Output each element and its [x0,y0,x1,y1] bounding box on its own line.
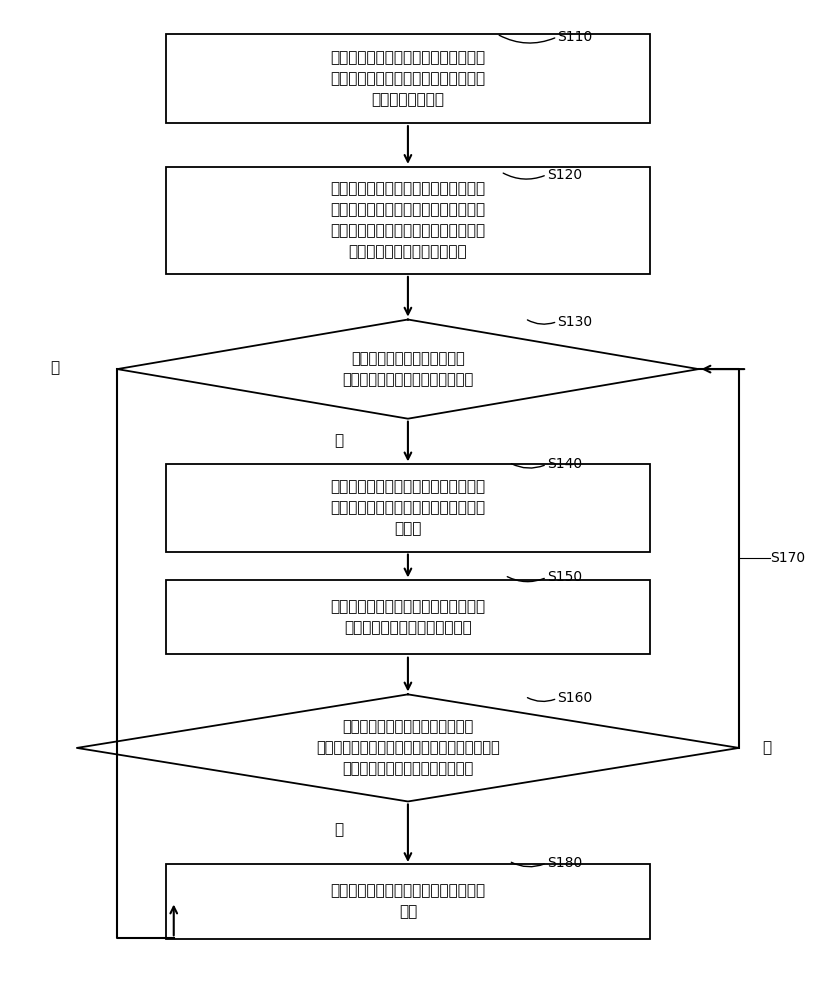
Text: 若所述登录请求验证通过，将所述登录
请求对应的客户作为已登录客户，记录
所述已登录客户的登录时长并反馈登录
成功的提示信息至所述客户端: 若所述登录请求验证通过，将所述登录 请求对应的客户作为已登录客户，记录 所述已登… [330,181,485,259]
Text: 若接收到所述客户端发送的登录请求，
根据预存的注册信息表对所述登录请求
是否通过进行验证: 若接收到所述客户端发送的登录请求， 根据预存的注册信息表对所述登录请求 是否通过… [330,50,485,107]
FancyBboxPatch shape [166,464,650,552]
Text: S110: S110 [557,30,592,44]
Text: S170: S170 [770,551,805,565]
Text: S140: S140 [546,457,582,471]
FancyBboxPatch shape [166,167,650,274]
Text: S150: S150 [546,570,582,584]
Text: 判断所述登录时长是否满足与
所述已登录客户相匹配的监督规则: 判断所述登录时长是否满足与 所述已登录客户相匹配的监督规则 [342,351,474,387]
Text: S160: S160 [557,691,592,705]
Text: 是: 是 [762,740,772,755]
Text: 否: 否 [335,822,344,837]
Text: S180: S180 [546,856,582,870]
FancyBboxPatch shape [166,864,650,939]
Text: 获取所述注册信息表中与所述已登
录客户对应的客户注册信息，并验证所述识别结
果是否与所述客户注册信息相一致: 获取所述注册信息表中与所述已登 录客户对应的客户注册信息，并验证所述识别结 果是… [316,719,500,776]
FancyBboxPatch shape [166,34,650,123]
Text: 是: 是 [335,433,344,448]
Text: 否: 否 [51,361,60,376]
Text: 根据预置的语音识别模型对所述语音片
段进行识别得到对应的识别结果: 根据预置的语音识别模型对所述语音片 段进行识别得到对应的识别结果 [330,599,485,635]
Text: S130: S130 [557,314,592,328]
Text: 反馈强制退出登录的提示信息至所述客
户端: 反馈强制退出登录的提示信息至所述客 户端 [330,884,485,920]
FancyBboxPatch shape [166,580,650,654]
Text: 根据所述登录时长及预设截取周期从所
述客户端发送的语音信息中截取得到语
音片段: 根据所述登录时长及预设截取周期从所 述客户端发送的语音信息中截取得到语 音片段 [330,479,485,536]
Text: S120: S120 [546,168,582,182]
